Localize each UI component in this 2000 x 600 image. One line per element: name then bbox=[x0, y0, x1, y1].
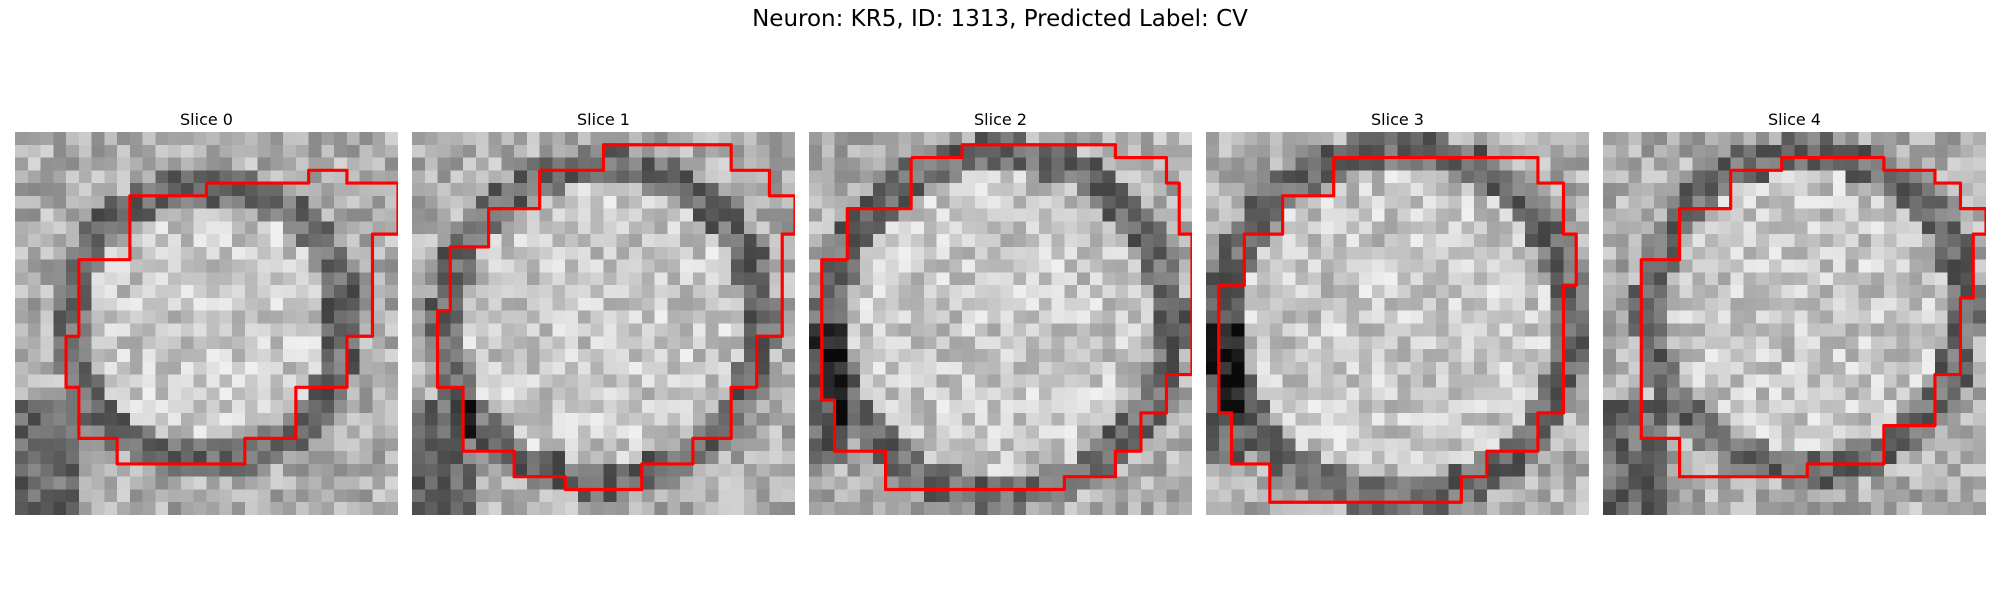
slice-image-1 bbox=[412, 132, 795, 515]
cell-outline bbox=[435, 143, 795, 492]
slice-panel-2: Slice 2 bbox=[809, 108, 1192, 515]
slice-panel-4: Slice 4 bbox=[1603, 108, 1986, 515]
slice-title-0: Slice 0 bbox=[180, 110, 233, 129]
slice-image-2 bbox=[809, 132, 1192, 515]
slice-panel-1: Slice 1 bbox=[412, 108, 795, 515]
slice-title-4: Slice 4 bbox=[1768, 110, 1821, 129]
slice-title-2: Slice 2 bbox=[974, 110, 1027, 129]
cell-outline bbox=[64, 168, 398, 466]
cell-outline bbox=[820, 143, 1192, 492]
slice-panel-3: Slice 3 bbox=[1206, 108, 1589, 515]
cell-outline bbox=[1639, 155, 1986, 479]
slice-title-3: Slice 3 bbox=[1371, 110, 1424, 129]
slice-image-0 bbox=[15, 132, 398, 515]
slice-image-4 bbox=[1603, 132, 1986, 515]
slice-title-1: Slice 1 bbox=[577, 110, 630, 129]
slice-panel-0: Slice 0 bbox=[15, 108, 398, 515]
figure-title: Neuron: KR5, ID: 1313, Predicted Label: … bbox=[752, 6, 1248, 32]
cell-outline bbox=[1217, 155, 1578, 504]
slice-image-3 bbox=[1206, 132, 1589, 515]
